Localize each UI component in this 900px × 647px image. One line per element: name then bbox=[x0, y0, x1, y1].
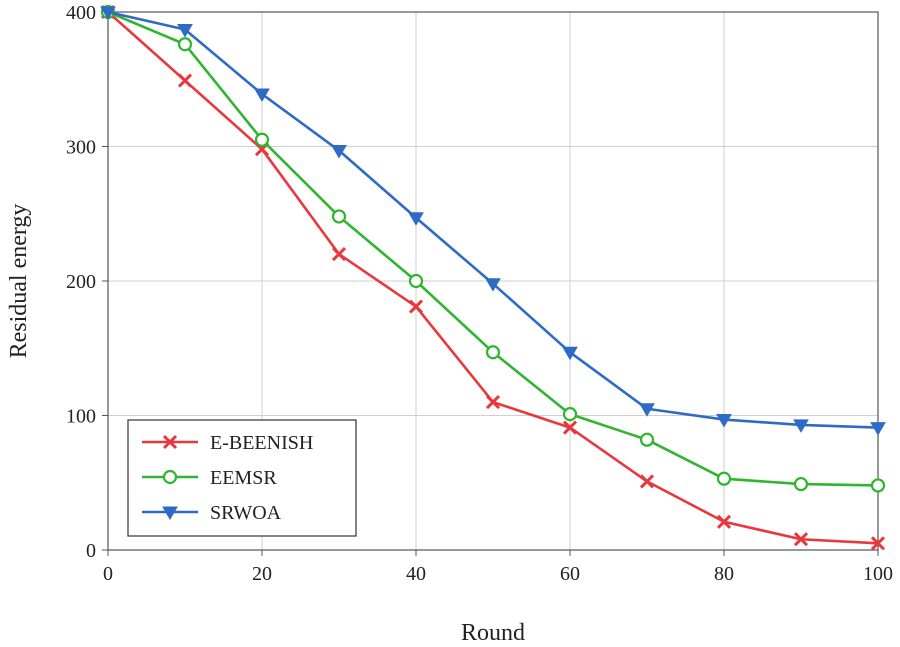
data-point-eemsr bbox=[254, 132, 270, 147]
y-tick-label: 100 bbox=[66, 406, 96, 428]
data-point-srwoa bbox=[716, 414, 732, 428]
legend-label: EEMSR bbox=[210, 467, 277, 489]
x-marker-stroke bbox=[485, 394, 501, 410]
x-marker-stroke bbox=[870, 536, 886, 551]
series-srwoa bbox=[100, 6, 886, 436]
data-point-eemsr bbox=[716, 471, 732, 486]
data-point-srwoa bbox=[254, 88, 270, 103]
data-point-srwoa bbox=[639, 403, 655, 417]
series-line-eemsr bbox=[107, 10, 879, 487]
data-point-e-beenish bbox=[639, 474, 655, 489]
y-axis-ticks: 0 100 200 300 400 bbox=[66, 2, 108, 562]
data-point-e-beenish bbox=[331, 247, 347, 262]
x-tick-label: 80 bbox=[714, 563, 734, 585]
x-marker-stroke bbox=[639, 474, 655, 489]
legend-label: E-BEENISH bbox=[210, 432, 313, 454]
x-axis-ticks: 0 20 40 60 80 100 bbox=[103, 550, 893, 585]
data-point-e-beenish bbox=[485, 394, 501, 410]
x-tick-label: 100 bbox=[863, 563, 893, 585]
legend-label: SRWOA bbox=[210, 502, 282, 524]
legend-item-srwoa: SRWOA bbox=[142, 502, 282, 524]
y-tick-label: 400 bbox=[66, 2, 96, 24]
data-point-srwoa bbox=[177, 23, 193, 38]
x-marker-stroke bbox=[793, 532, 809, 547]
data-point-eemsr bbox=[639, 432, 655, 447]
x-marker-stroke bbox=[162, 434, 178, 450]
data-point-eemsr bbox=[793, 476, 809, 492]
x-tick-label: 60 bbox=[560, 563, 580, 585]
x-marker-stroke bbox=[562, 420, 578, 435]
legend-item-e-beenish: E-BEENISH bbox=[142, 432, 313, 454]
data-point-e-beenish bbox=[408, 299, 424, 314]
data-point-srwoa bbox=[562, 346, 578, 361]
data-point-srwoa bbox=[408, 212, 424, 226]
x-marker-stroke bbox=[716, 514, 732, 529]
data-point-e-beenish bbox=[177, 73, 193, 88]
data-point-eemsr bbox=[485, 345, 501, 360]
x-tick-label: 40 bbox=[406, 563, 426, 585]
legend-marker bbox=[162, 506, 178, 520]
y-tick-label: 0 bbox=[86, 540, 96, 562]
data-point-eemsr bbox=[562, 407, 578, 422]
data-point-e-beenish bbox=[870, 536, 886, 551]
series-line-srwoa bbox=[107, 10, 879, 429]
x-axis-title: Round bbox=[461, 620, 525, 646]
x-tick-label: 20 bbox=[252, 563, 272, 585]
data-point-srwoa bbox=[331, 145, 347, 159]
series-group bbox=[100, 4, 886, 551]
legend-item-eemsr: EEMSR bbox=[142, 467, 277, 489]
x-marker-stroke bbox=[408, 299, 424, 314]
data-point-eemsr bbox=[870, 478, 886, 493]
y-axis-title: Residual energy bbox=[6, 204, 32, 359]
data-point-srwoa bbox=[793, 419, 809, 433]
data-point-srwoa bbox=[870, 422, 886, 436]
legend-marker bbox=[162, 434, 178, 450]
x-marker-stroke bbox=[331, 247, 347, 262]
series-eemsr bbox=[100, 4, 886, 493]
data-point-eemsr bbox=[331, 209, 347, 224]
x-marker-stroke bbox=[177, 73, 193, 88]
legend: E-BEENISH EEMSR SRWOA bbox=[127, 419, 357, 537]
data-point-e-beenish bbox=[793, 532, 809, 547]
data-point-srwoa bbox=[100, 6, 116, 20]
y-tick-label: 200 bbox=[66, 271, 96, 293]
x-tick-label: 0 bbox=[103, 563, 113, 585]
data-point-eemsr bbox=[408, 273, 424, 289]
data-point-e-beenish bbox=[716, 514, 732, 529]
data-point-eemsr bbox=[177, 37, 193, 52]
legend-marker bbox=[162, 469, 178, 485]
y-tick-label: 300 bbox=[66, 137, 96, 159]
data-point-e-beenish bbox=[562, 420, 578, 435]
data-point-srwoa bbox=[485, 278, 501, 292]
